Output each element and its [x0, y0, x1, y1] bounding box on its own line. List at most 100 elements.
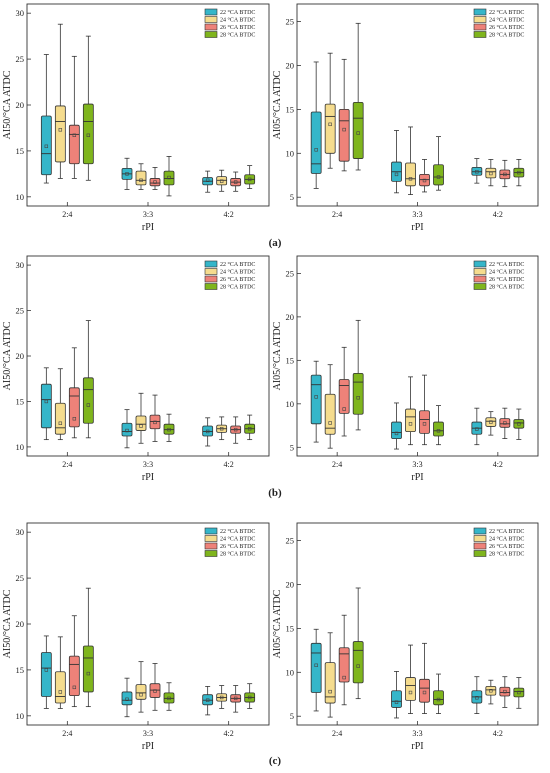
- box-iqr: [513, 419, 525, 429]
- legend-swatch: [473, 31, 487, 38]
- mean-marker: [86, 403, 91, 407]
- x-tick-label: 2:4: [332, 210, 342, 219]
- chart-panel-3: 10 15 20 25 30 AI50/°CA ATDC 2:4 3:3 4:2 rPI 22 °C…: [2, 255, 270, 483]
- legend-swatch: [204, 23, 218, 31]
- box-4-2:4: [82, 35, 94, 181]
- y-tick-label: 20: [286, 579, 295, 589]
- box-3-2:4: [338, 614, 350, 706]
- mean-marker: [233, 696, 238, 701]
- mean-marker: [167, 175, 171, 180]
- mean-marker: [394, 431, 399, 436]
- mean-marker: [436, 429, 441, 433]
- legend-label: 22 °CA BTDC: [489, 261, 524, 268]
- x-axis-label: rPI: [142, 472, 154, 483]
- x-axis-label: rPI: [142, 741, 154, 752]
- mean-marker: [422, 178, 427, 183]
- mean-marker: [356, 396, 360, 400]
- box-iqr: [149, 178, 161, 187]
- box-1-2:4: [40, 635, 52, 709]
- x-tick-label: 3:3: [412, 460, 422, 469]
- mean-marker: [503, 421, 507, 425]
- y-axis-label: AI50/°CA ATDC: [2, 70, 13, 139]
- legend-label: 24 °CA BTDC: [220, 536, 255, 543]
- mean-marker: [44, 144, 49, 149]
- box-3-3:3: [419, 159, 430, 193]
- y-axis-label: AI05/°CA ATDC: [272, 70, 283, 139]
- mean-marker: [153, 420, 157, 425]
- legend-label: 22 °CA BTDC: [220, 528, 255, 535]
- legend-swatch: [473, 535, 487, 542]
- box-iqr: [499, 418, 511, 428]
- mean-marker: [517, 170, 521, 175]
- box-3-4:2: [499, 159, 511, 188]
- y-tick-label: 15: [286, 355, 295, 365]
- panel-label-a: (a): [269, 237, 282, 249]
- mean-marker: [58, 690, 63, 694]
- box-2-3:3: [405, 376, 416, 446]
- x-tick-label: 2:4: [332, 460, 342, 469]
- legend-swatch: [204, 550, 218, 557]
- mean-marker: [153, 689, 157, 693]
- box-iqr: [310, 111, 322, 174]
- mean-marker: [219, 179, 224, 183]
- mean-marker: [408, 422, 413, 426]
- box-iqr: [433, 421, 444, 437]
- mean-marker: [314, 663, 318, 667]
- mean-marker: [475, 427, 479, 431]
- y-tick-label: 10: [16, 442, 25, 452]
- box-iqr: [40, 383, 52, 429]
- legend-swatch: [204, 283, 218, 290]
- y-tick-label: 25: [16, 306, 25, 316]
- y-tick-label: 10: [16, 192, 25, 202]
- box-2-4:2: [485, 411, 497, 436]
- mean-marker: [314, 148, 318, 152]
- box-4-3:3: [163, 156, 175, 197]
- mean-marker: [342, 675, 346, 680]
- legend-label: 28 °CA BTDC: [489, 32, 524, 39]
- x-tick-label: 3:3: [412, 210, 422, 219]
- box-4-2:4: [352, 319, 364, 431]
- mean-marker: [86, 133, 91, 137]
- x-tick-label: 4:2: [224, 210, 234, 219]
- mean-marker: [489, 689, 493, 693]
- mean-marker: [489, 171, 493, 176]
- box-1-4:2: [202, 417, 214, 447]
- box-2-2:4: [324, 52, 336, 169]
- legend-label: 26 °CA BTDC: [489, 276, 524, 283]
- mean-marker: [153, 180, 157, 184]
- x-tick-label: 3:3: [143, 460, 153, 469]
- mean-marker: [422, 422, 427, 426]
- box-4-4:2: [244, 165, 256, 189]
- mean-marker: [314, 395, 318, 399]
- box-2-3:3: [135, 661, 147, 713]
- y-tick-label: 15: [286, 623, 295, 633]
- mean-marker: [167, 427, 171, 432]
- mean-marker: [125, 172, 129, 176]
- y-tick-label: 25: [16, 573, 25, 583]
- legend-label: 24 °CA BTDC: [489, 17, 524, 24]
- box-iqr: [310, 374, 322, 425]
- legend-label: 22 °CA BTDC: [489, 9, 524, 16]
- box-2-4:2: [485, 159, 497, 187]
- box-3-2:4: [338, 346, 350, 437]
- box-iqr: [485, 685, 497, 696]
- mean-marker: [205, 698, 210, 702]
- box-iqr: [391, 421, 402, 440]
- mean-marker: [517, 422, 521, 426]
- mean-marker: [233, 180, 238, 184]
- legend-label: 28 °CA BTDC: [489, 284, 524, 291]
- legend-swatch: [473, 260, 487, 268]
- box-4-4:2: [244, 414, 256, 441]
- mean-marker: [247, 177, 252, 182]
- box-iqr: [310, 642, 322, 693]
- y-tick-label: 25: [286, 536, 295, 546]
- box-1-2:4: [40, 367, 52, 441]
- box-2-2:4: [324, 632, 336, 718]
- mean-marker: [356, 131, 360, 135]
- legend-label: 28 °CA BTDC: [220, 284, 255, 291]
- legend-label: 26 °CA BTDC: [220, 276, 255, 283]
- mean-marker: [86, 671, 91, 676]
- box-4-4:2: [513, 677, 525, 709]
